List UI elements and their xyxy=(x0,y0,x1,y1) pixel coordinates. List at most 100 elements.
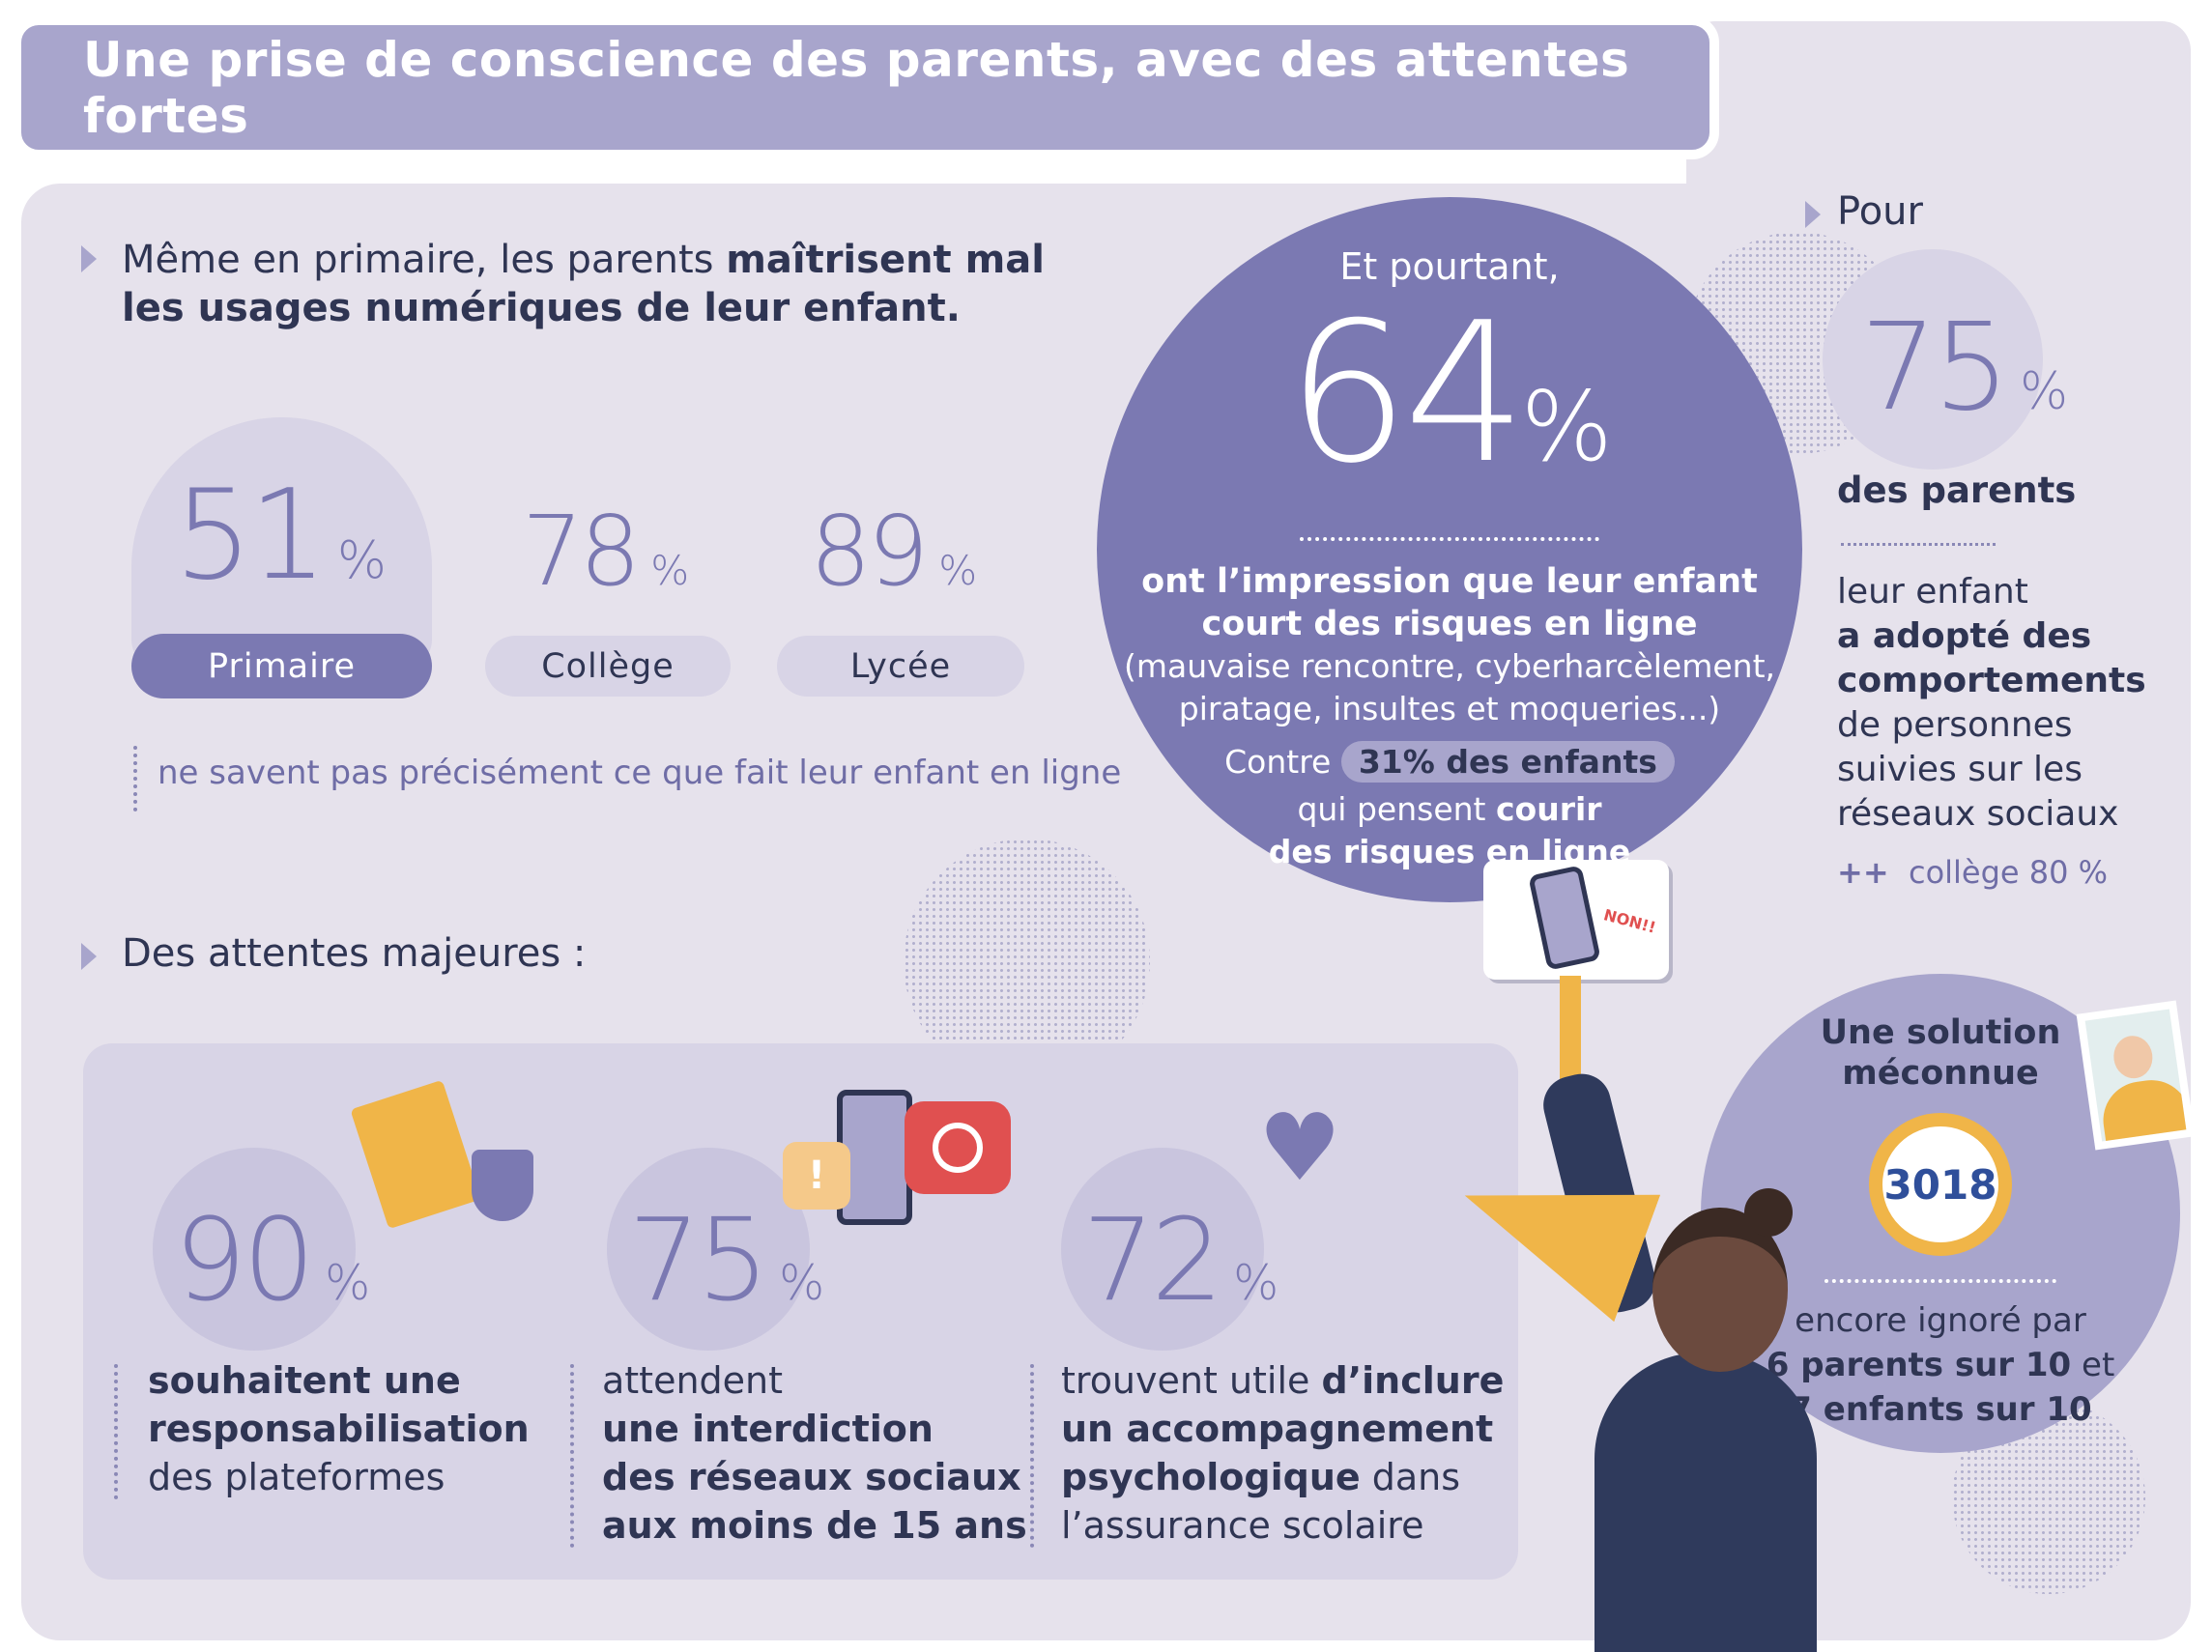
stat-circle xyxy=(607,1148,810,1351)
stat-ban-text: attendent une interdiction des réseaux soc… xyxy=(602,1356,1027,1550)
text-section2-stats-1-lines-3-t: aux moins de 15 ans xyxy=(602,1504,1027,1547)
decoration xyxy=(2098,1074,2187,1142)
text-big-circle-line6: des risques en ligne xyxy=(1268,833,1631,870)
pour-value: 75% xyxy=(1860,298,2068,438)
text-solution-title2: méconnue xyxy=(1842,1054,2039,1093)
text-solution-number: 3018 xyxy=(1883,1160,1997,1209)
woman-hair-bun xyxy=(1744,1188,1793,1237)
text-big-circle-line2: court des risques en ligne xyxy=(1201,605,1698,643)
text-solution-line2-bold: 6 parents sur 10 xyxy=(1766,1346,2072,1384)
text-section2-stats-1-lines-1-t: une interdiction xyxy=(602,1408,934,1450)
text-big-circle-line5-normal: qui pensent xyxy=(1297,790,1496,828)
text-solution-line2-normal: et xyxy=(2071,1346,2115,1384)
section1-heading: Même en primaire, les parents maîtrisent… xyxy=(122,236,1088,332)
text-section2-stats-2-lines-0-t2: d’inclure xyxy=(1321,1359,1505,1402)
text-section2-stats-1-unit: % xyxy=(779,1255,825,1311)
text-solution-title1: Une solution xyxy=(1820,1013,2061,1052)
text-big-circle-line1: ont l’impression que leur enfant xyxy=(1141,562,1758,601)
divider xyxy=(1300,537,1599,541)
text-big-circle-unit: % xyxy=(1520,370,1613,483)
stat-platforms-text: souhaitent une responsabilisation des plat… xyxy=(148,1356,530,1501)
text-section2-stats-2-lines-2-t: psychologique xyxy=(1061,1456,1361,1498)
text-section2-stats-0-value: 90 xyxy=(174,1193,315,1326)
stat-lycee-value: 89% xyxy=(810,495,977,608)
text-pour-line3: comportements xyxy=(1837,661,2146,700)
decoration xyxy=(933,1123,983,1173)
divider xyxy=(114,1364,118,1499)
stat-support-text: trouvent utile d’inclure un accompagnemen… xyxy=(1061,1356,1504,1550)
text-big-circle-line4: piratage, insultes et moqueries...) xyxy=(1178,690,1721,727)
decoration: qui pensent courir xyxy=(1097,788,1802,831)
shield-icon xyxy=(472,1150,533,1221)
text-section2-stats-0-lines-1-t: responsabilisation xyxy=(148,1408,530,1450)
stat-circle xyxy=(153,1148,356,1351)
text-pour-line4: de personnes xyxy=(1837,705,2073,745)
stat-platforms-value: 90% xyxy=(174,1193,370,1326)
text-pour-extra: collège 80 % xyxy=(1908,854,2109,891)
bullet-triangle-icon xyxy=(81,245,97,272)
text-section1-stats-2-unit: % xyxy=(938,547,978,594)
text-solution-line3: 7 enfants sur 10 xyxy=(1789,1390,2092,1429)
text-big-circle-value: 64 xyxy=(1286,281,1526,506)
text-section2-stats-0-lines-0-t: souhaitent une xyxy=(148,1359,461,1402)
text-section2-stats-2-value: 72 xyxy=(1082,1193,1223,1326)
main-stat-circle: Et pourtant, 64% ont l’impression que le… xyxy=(1097,197,1802,902)
text-pour-line6: réseaux sociaux xyxy=(1837,794,2119,834)
divider xyxy=(570,1364,574,1548)
text-section1-stats-0-value: 51 xyxy=(174,464,328,608)
text-solution-line1: encore ignoré par xyxy=(1795,1301,2086,1340)
decoration xyxy=(1824,1279,2056,1283)
decoration: 6 parents sur 10 et xyxy=(1701,1343,2180,1387)
note-divider xyxy=(133,746,137,812)
text-pour-line1: leur enfant xyxy=(1837,572,2028,612)
text-section1-heading-normal: Même en primaire, les parents xyxy=(122,238,727,282)
decoration: trouvent utile d’inclure xyxy=(1061,1356,1504,1405)
decoration: psychologique dans xyxy=(1061,1453,1504,1501)
bullet-triangle-icon xyxy=(1805,201,1821,228)
text-section2-stats-1-lines-0-t: attendent xyxy=(602,1359,784,1402)
section1-note: ne savent pas précisément ce que fait le… xyxy=(158,754,1122,792)
text-section2-stats-2-lines-0-t: trouvent utile xyxy=(1061,1359,1322,1402)
page-title: Une prise de conscience des parents, ave… xyxy=(83,31,1630,144)
pour-text: leur enfant a adopté des comportements de p… xyxy=(1837,570,2146,837)
title-bar: Une prise de conscience des parents, ave… xyxy=(12,15,1719,159)
decoration xyxy=(2084,1009,2187,1142)
divider xyxy=(1030,1364,1034,1548)
divider xyxy=(1841,543,1996,546)
text-section2-stats-2-lines-2-t2n: dans xyxy=(1360,1456,1461,1498)
children-stat-badge: 31% des enfants xyxy=(1340,741,1675,783)
text-section2-stats-2-lines-3-t: l’assurance scolaire xyxy=(1061,1504,1424,1547)
helpline-bubble-icon: 3018 xyxy=(1869,1113,2012,1256)
stat-primaire-value: 51% xyxy=(174,464,387,608)
text-section1-stats-1-unit: % xyxy=(650,547,690,594)
text-section2-stats-0-lines-2-t: des plateformes xyxy=(148,1456,445,1498)
text-big-circle-line5-bold: courir xyxy=(1495,790,1602,828)
text-big-circle-contre: Contre xyxy=(1224,743,1332,781)
decoration xyxy=(2111,1033,2156,1081)
pour-circle xyxy=(1823,249,2043,470)
stat-support-value: 72% xyxy=(1082,1193,1278,1326)
stat-college-value: 78% xyxy=(522,495,689,608)
stat-circle xyxy=(1061,1148,1264,1351)
decoration xyxy=(1528,865,1601,971)
text-section2-stats-2-unit: % xyxy=(1233,1255,1279,1311)
decoration: Contre 31% des enfants xyxy=(1097,736,1802,788)
forbidden-icon xyxy=(905,1101,1011,1194)
text-pour-value: 75 xyxy=(1860,298,2010,438)
primaire-highlight-arch xyxy=(131,417,432,669)
pill-lycee: Lycée xyxy=(777,636,1024,697)
text-big-circle-line3: (mauvaise rencontre, cyberharcèlement, xyxy=(1123,647,1776,685)
text-big-circle-intro: Et pourtant, xyxy=(1339,245,1560,288)
bullet-triangle-icon xyxy=(81,943,97,970)
heart-hands-icon: ♥ xyxy=(1258,1094,1342,1202)
text-section2-stats-1-lines-2-t: des réseaux sociaux xyxy=(602,1456,1021,1498)
woman-body xyxy=(1594,1353,1817,1652)
text-pour-plus: ++ xyxy=(1837,854,1889,891)
helpline-operator-photo xyxy=(2076,1000,2196,1151)
text-sign-text: NON!! xyxy=(1601,905,1658,937)
protest-sign-illustration: NON!! xyxy=(1483,860,1669,980)
stat-ban-value: 75% xyxy=(628,1193,824,1326)
text-section1-heading-bold1: maîtrisent mal xyxy=(726,238,1045,282)
sign-pole xyxy=(1560,976,1581,1092)
pour-subject: des parents xyxy=(1837,470,2077,511)
